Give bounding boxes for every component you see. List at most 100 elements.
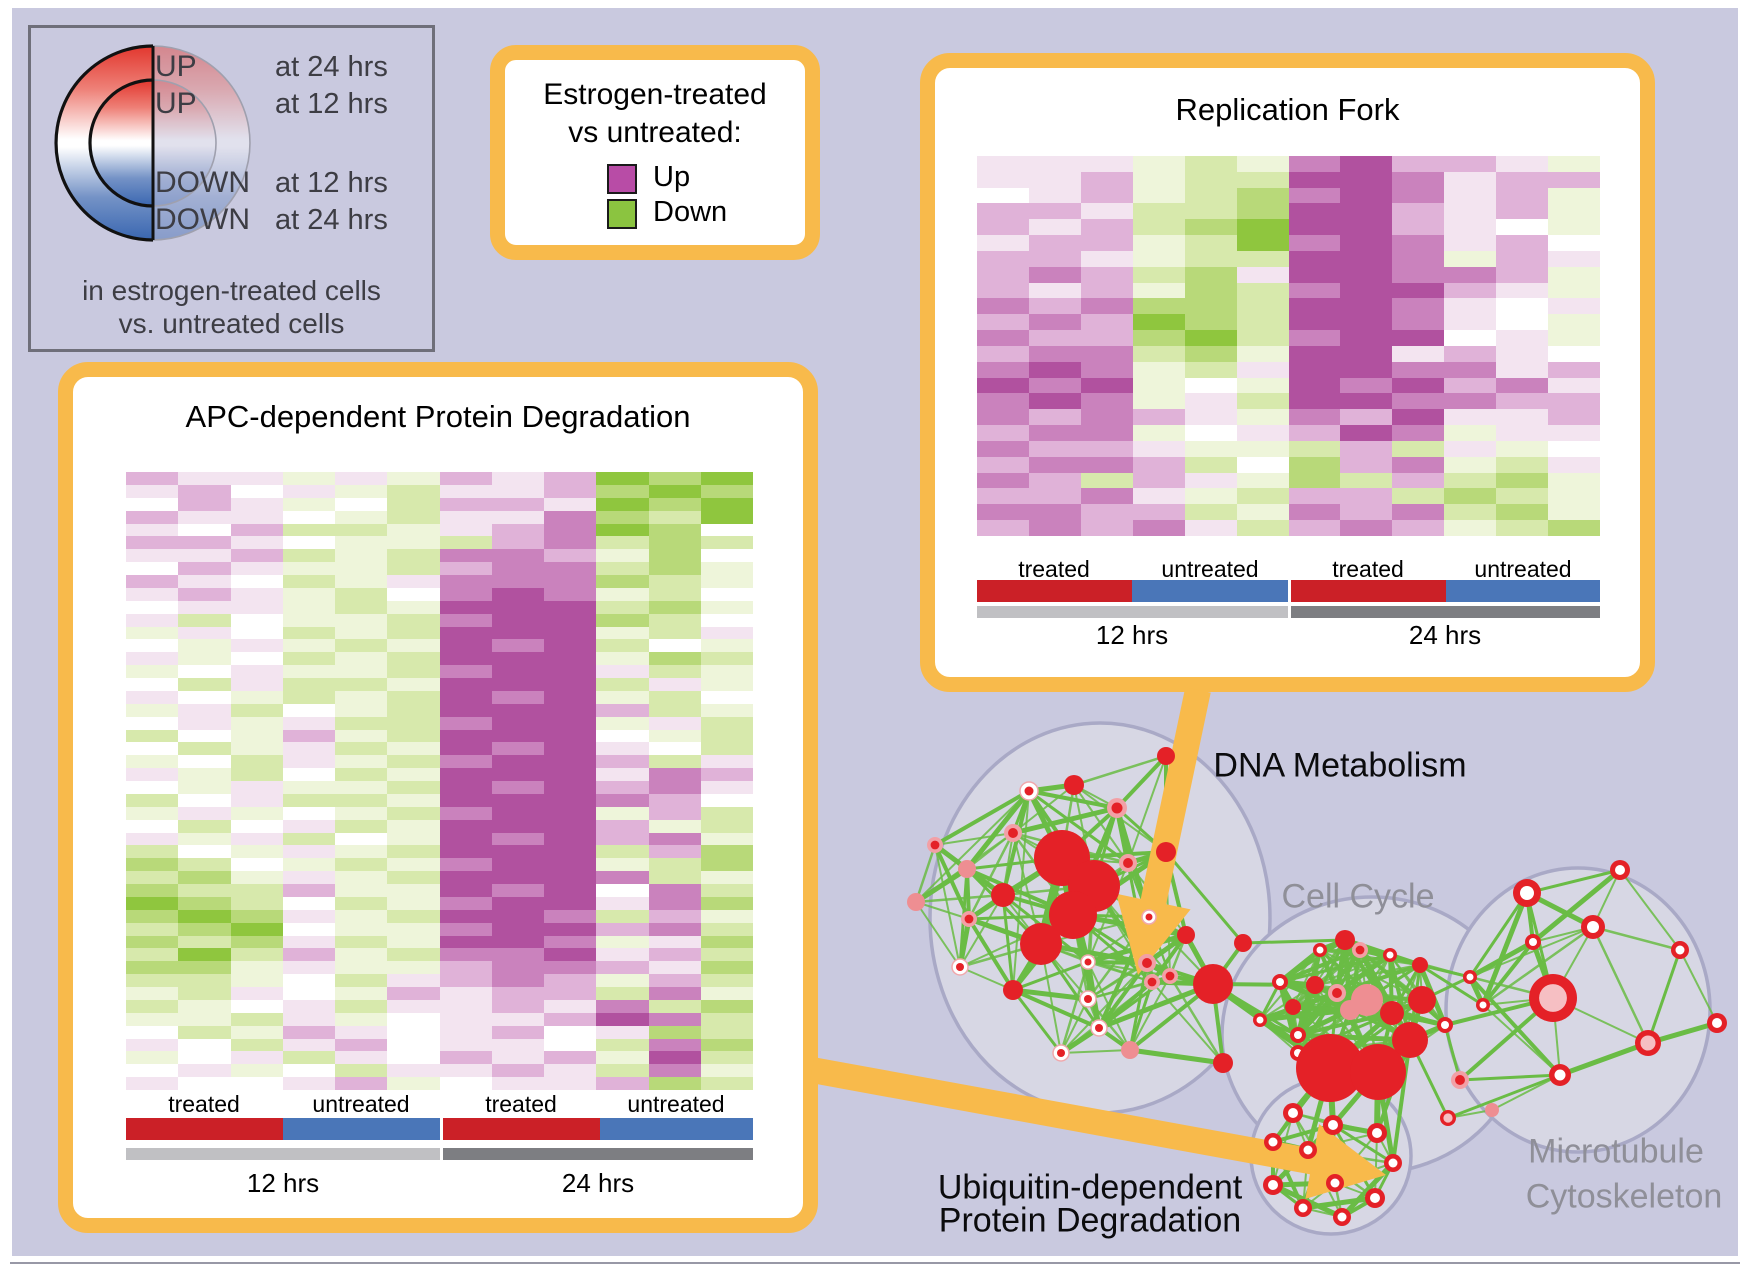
heatmap-row (126, 884, 753, 897)
heatmap-cell (387, 678, 440, 691)
heatmap-cell (648, 716, 701, 730)
cluster-label-dna-metabolism: DNA Metabolism (1213, 746, 1467, 785)
faded-half-overlay (153, 44, 252, 242)
heatmap-cell (1340, 235, 1393, 251)
heatmap-cell (977, 425, 1029, 441)
heatmap-cell (491, 703, 544, 717)
heatmap-cell (700, 909, 753, 923)
heatmap-cell (335, 613, 388, 627)
heatmap-cell (178, 999, 231, 1013)
heatmap-cell (439, 639, 492, 653)
heatmap-row (126, 665, 753, 678)
cluster-label-microtubule: Microtubule (1528, 1132, 1704, 1171)
heatmap-cell (1392, 314, 1445, 331)
inner-ring-left-outline (88, 78, 154, 208)
heatmap-cell (126, 600, 179, 614)
heatmap-cell (439, 716, 492, 730)
heatmap-cell (1132, 171, 1185, 188)
heatmap-cell (491, 575, 544, 588)
heatmap-cell (1288, 488, 1341, 505)
heatmap-row (977, 393, 1601, 410)
heatmap-cell (1132, 203, 1185, 220)
heatmap-cell (596, 497, 649, 511)
heatmap-cell (596, 536, 649, 550)
heatmap-row (126, 961, 753, 975)
heatmap-cell (439, 652, 492, 666)
heatmap-cell (544, 999, 597, 1013)
heatmap-cell (544, 987, 597, 1000)
heatmap-cell (648, 484, 701, 498)
heatmap-cell (1340, 330, 1393, 346)
heatmap-cell (1444, 266, 1497, 283)
heatmap-cell (282, 987, 335, 1000)
heatmap-cell (282, 819, 335, 833)
heatmap-cell (1288, 456, 1341, 473)
heatmap-cell (282, 1064, 335, 1078)
heatmap-cell (700, 987, 753, 1000)
rf-untreated-bar-24 (1446, 580, 1600, 602)
heatmap-cell (387, 497, 440, 511)
heatmap-cell (1392, 250, 1445, 267)
heatmap-cell (1132, 456, 1185, 473)
heatmap-cell (387, 845, 440, 859)
cluster-label-cytoskeleton: Cytoskeleton (1525, 1177, 1723, 1216)
heatmap-cell (230, 806, 283, 820)
heatmap-cell (491, 523, 544, 537)
heatmap-cell (387, 987, 440, 1000)
heatmap-cell (1236, 156, 1289, 172)
heatmap-cell (126, 510, 179, 524)
heatmap-cell (1444, 393, 1497, 410)
heatmap-cell (1080, 520, 1133, 536)
heatmap-cell (230, 948, 283, 962)
heatmap-row (126, 587, 753, 601)
heatmap-cell (282, 961, 335, 975)
heatmap-cell (596, 690, 649, 704)
heatmap-cell (335, 536, 388, 550)
heatmap-row (126, 1038, 753, 1052)
heatmap-cell (544, 793, 597, 807)
heatmap-cell (700, 690, 753, 704)
heatmap-cell (230, 1064, 283, 1078)
heatmap-cell (1236, 235, 1289, 251)
heatmap-cell (1496, 504, 1549, 521)
heatmap-cell (126, 497, 179, 511)
heatmap-cell (439, 600, 492, 614)
heatmap-cell (1288, 377, 1341, 394)
heatmap-cell (1080, 298, 1133, 315)
heatmap-cell (230, 819, 283, 833)
heatmap-cell (544, 523, 597, 537)
heatmap-cell (700, 562, 753, 575)
key-up-24-time: at 24 hrs (275, 51, 388, 83)
heatmap-cell (126, 626, 179, 640)
heatmap-cell (282, 575, 335, 588)
heatmap-cell (700, 935, 753, 949)
heatmap-cell (387, 549, 440, 563)
heatmap-cell (544, 819, 597, 833)
heatmap-cell (1184, 266, 1237, 283)
heatmap-cell (1028, 409, 1081, 426)
heatmap-cell (1496, 187, 1549, 204)
heatmap-cell (439, 484, 492, 498)
heatmap-cell (439, 626, 492, 640)
heatmap-cell (126, 613, 179, 627)
heatmap-cell (700, 1051, 753, 1065)
heatmap-cell (596, 613, 649, 627)
heatmap-row (977, 156, 1601, 172)
heatmap-cell (1392, 203, 1445, 220)
heatmap-cell (648, 1025, 701, 1039)
heatmap-cell (544, 1077, 597, 1090)
heatmap-cell (282, 768, 335, 781)
heatmap-cell (1548, 298, 1601, 315)
heatmap-cell (1080, 187, 1133, 204)
heatmap-cell (1548, 330, 1601, 346)
heatmap-cell (1028, 520, 1081, 536)
inner-ring-right-outline (152, 79, 217, 207)
heatmap-cell (491, 562, 544, 575)
heatmap-cell (282, 690, 335, 704)
heatmap-cell (1548, 440, 1601, 457)
heatmap-cell (491, 1064, 544, 1078)
heatmap-cell (387, 755, 440, 769)
heatmap-cell (178, 562, 231, 575)
heatmap-cell (596, 935, 649, 949)
heatmap-cell (1028, 203, 1081, 220)
